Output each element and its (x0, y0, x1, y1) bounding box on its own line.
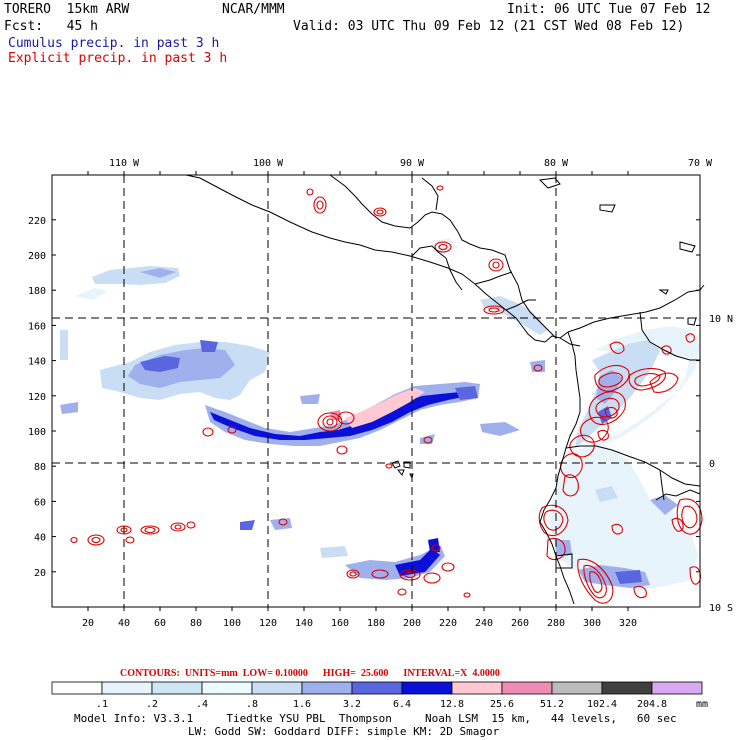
legend-label: 204.8 (637, 699, 667, 710)
contours-info: CONTOURS: UNITS=mm LOW= 0.10000 HIGH= 25… (120, 668, 500, 679)
y-tick-label: 140 (28, 357, 46, 368)
x-tick-label: 140 (295, 618, 313, 629)
model-info-line2: LW: Godd SW: Goddard DIFF: simple KM: 2D… (188, 725, 500, 738)
cumulus-precip-shading (60, 238, 700, 590)
latlon-grid (52, 175, 700, 607)
x-tick-label: 40 (118, 618, 130, 629)
y-tick-label: 100 (28, 427, 46, 438)
longitude-labels: 110 W 100 W 90 W 80 W 70 W (109, 158, 713, 169)
legend-swatch (401, 681, 453, 695)
x-tick-label: 20 (82, 618, 94, 629)
lon-label-80w: 80 W (544, 158, 569, 169)
x-tick-label: 180 (367, 618, 385, 629)
legend-label: 1.6 (293, 699, 311, 710)
y-tick-label: 180 (28, 286, 46, 297)
legend-swatch (251, 681, 303, 695)
legend-label: 25.6 (490, 699, 514, 710)
legend-swatch (101, 681, 153, 695)
valid-time: Valid: 03 UTC Thu 09 Feb 12 (21 CST Wed … (293, 19, 685, 34)
y-tick-label: 120 (28, 392, 46, 403)
x-tick-label: 320 (619, 618, 637, 629)
forecast-hour: Fcst: 45 h (4, 19, 98, 34)
x-axis-ticks: 20 40 60 80 100 120 140 160 180 200 220 240 260 280 30… (82, 171, 637, 629)
coastlines (185, 174, 705, 605)
lat-label-0: 0 (709, 459, 715, 470)
legend-label: 3.2 (343, 699, 361, 710)
legend-labels: .1 .2 .4 .8 1.6 3.2 6.4 12.8 25.6 51.2 102.4 204.8 (96, 699, 667, 710)
lat-label-10n: 10 N (709, 314, 733, 325)
legend-label: 6.4 (393, 699, 411, 710)
y-tick-label: 40 (34, 533, 46, 544)
x-tick-label: 300 (583, 618, 601, 629)
x-tick-label: 220 (439, 618, 457, 629)
y-tick-label: 220 (28, 216, 46, 227)
legend-swatch (551, 681, 603, 695)
legend-swatch (351, 681, 403, 695)
lat-label-10s: 10 S (709, 603, 733, 614)
org-label: NCAR/MMM (222, 2, 285, 17)
y-tick-label: 20 (34, 568, 46, 579)
legend-label: .8 (246, 699, 258, 710)
x-tick-label: 200 (403, 618, 421, 629)
x-tick-label: 260 (511, 618, 529, 629)
lon-label-70w: 70 W (688, 158, 713, 169)
x-tick-label: 160 (331, 618, 349, 629)
legend-label: .2 (146, 699, 158, 710)
legend-swatch (51, 681, 103, 695)
x-tick-label: 100 (223, 618, 241, 629)
legend-label: .1 (96, 699, 108, 710)
x-tick-label: 60 (154, 618, 166, 629)
model-title: TORERO 15km ARW (4, 2, 130, 17)
legend-label: .4 (196, 699, 208, 710)
lon-label-110w: 110 W (109, 158, 140, 169)
x-tick-label: 80 (190, 618, 202, 629)
legend-swatch (301, 681, 353, 695)
field-label-explicit: Explicit precip. in past 3 h (8, 51, 228, 66)
lon-label-90w: 90 W (400, 158, 425, 169)
legend-swatch (201, 681, 253, 695)
legend-colorbar (51, 681, 703, 695)
model-info-line1: Model Info: V3.3.1 Tiedtke YSU PBL Thomp… (74, 712, 677, 725)
legend-swatch (601, 681, 653, 695)
y-axis-ticks: 20 40 60 80 100 120 140 160 180 200 220 (28, 216, 700, 579)
y-tick-label: 80 (34, 462, 46, 473)
y-tick-label: 200 (28, 251, 46, 262)
x-tick-label: 280 (547, 618, 565, 629)
legend-label: 12.8 (440, 699, 464, 710)
legend-swatch (151, 681, 203, 695)
latitude-labels: 10 N 0 10 S (709, 314, 733, 614)
legend-swatch (501, 681, 553, 695)
legend-label: 102.4 (587, 699, 617, 710)
y-tick-label: 60 (34, 497, 46, 508)
legend-label: 51.2 (540, 699, 564, 710)
field-label-cumulus: Cumulus precip. in past 3 h (8, 36, 220, 51)
y-tick-label: 160 (28, 321, 46, 332)
legend-unit: mm (696, 699, 708, 710)
lon-label-100w: 100 W (253, 158, 284, 169)
x-tick-label: 240 (475, 618, 493, 629)
explicit-precip-contours (70, 185, 703, 604)
legend-swatch (651, 681, 703, 695)
init-time: Init: 06 UTC Tue 07 Feb 12 (507, 2, 711, 17)
legend-swatch (451, 681, 503, 695)
x-tick-label: 120 (259, 618, 277, 629)
